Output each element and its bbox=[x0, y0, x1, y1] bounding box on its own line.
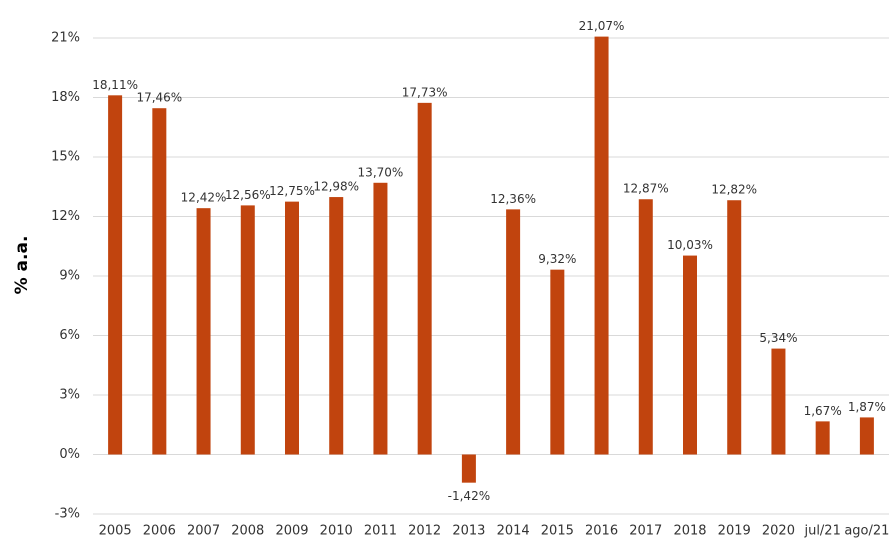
value-label: 17,46% bbox=[136, 91, 182, 105]
value-label: 13,70% bbox=[358, 165, 404, 179]
bar bbox=[594, 36, 609, 455]
value-label: 21,07% bbox=[579, 19, 625, 33]
bar bbox=[815, 421, 830, 455]
value-label: 18,11% bbox=[92, 78, 138, 92]
y-tick-label: 3% bbox=[59, 388, 80, 403]
y-tick-label: -3% bbox=[55, 507, 80, 522]
bar bbox=[373, 182, 388, 455]
y-tick-label: 18% bbox=[51, 90, 80, 105]
x-tick-label: 2016 bbox=[585, 524, 618, 539]
bar bbox=[417, 102, 432, 455]
x-tick-label: 2006 bbox=[143, 524, 176, 539]
x-tick-label: 2010 bbox=[320, 524, 353, 539]
x-tick-label: 2005 bbox=[99, 524, 132, 539]
x-tick-label: 2020 bbox=[762, 524, 795, 539]
x-tick-label: 2014 bbox=[497, 524, 530, 539]
bar bbox=[506, 209, 521, 455]
bar bbox=[152, 108, 167, 455]
x-tick-label: 2019 bbox=[718, 524, 751, 539]
value-label: 12,98% bbox=[313, 180, 359, 194]
x-tick-label: 2015 bbox=[541, 524, 574, 539]
x-tick-label: jul/21 bbox=[803, 524, 840, 539]
value-label: 12,75% bbox=[269, 184, 315, 198]
value-label: 9,32% bbox=[538, 252, 576, 266]
bar bbox=[285, 201, 299, 455]
x-tick-label: 2008 bbox=[231, 524, 264, 539]
bar bbox=[727, 200, 742, 455]
value-label: 17,73% bbox=[402, 85, 448, 99]
value-label: 1,67% bbox=[804, 404, 842, 418]
x-tick-label: 2011 bbox=[364, 524, 397, 539]
bar bbox=[461, 454, 476, 483]
bar bbox=[329, 197, 344, 455]
y-tick-label: 0% bbox=[59, 447, 80, 462]
value-label: 12,87% bbox=[623, 182, 669, 196]
x-tick-label: 2018 bbox=[673, 524, 706, 539]
x-tick-label: 2007 bbox=[187, 524, 220, 539]
value-label: 12,56% bbox=[225, 188, 271, 202]
bar bbox=[683, 255, 697, 455]
x-tick-label: 2013 bbox=[452, 524, 485, 539]
value-label: 12,42% bbox=[181, 191, 227, 205]
y-tick-label: 6% bbox=[59, 328, 80, 343]
bar bbox=[240, 205, 255, 455]
bar bbox=[638, 199, 653, 455]
bar bbox=[196, 208, 211, 455]
y-tick-label: 21% bbox=[51, 31, 80, 46]
bar bbox=[859, 417, 874, 455]
x-tick-label: ago/21 bbox=[844, 524, 889, 539]
x-tick-label: 2017 bbox=[629, 524, 662, 539]
value-label: 12,82% bbox=[711, 183, 757, 197]
y-tick-label: 12% bbox=[51, 209, 80, 224]
value-label: -1,42% bbox=[448, 489, 490, 503]
y-axis-title: % a.a. bbox=[12, 236, 32, 295]
value-label: 12,36% bbox=[490, 192, 536, 206]
value-label: 1,87% bbox=[848, 400, 886, 414]
value-label: 5,34% bbox=[759, 331, 797, 345]
value-label: 10,03% bbox=[667, 238, 713, 252]
y-tick-label: 9% bbox=[59, 269, 80, 284]
y-tick-label: 15% bbox=[51, 150, 80, 165]
x-tick-label: 2012 bbox=[408, 524, 441, 539]
bar bbox=[550, 269, 565, 455]
bar bbox=[771, 348, 786, 455]
x-tick-label: 2009 bbox=[275, 524, 308, 539]
bar bbox=[108, 95, 123, 455]
